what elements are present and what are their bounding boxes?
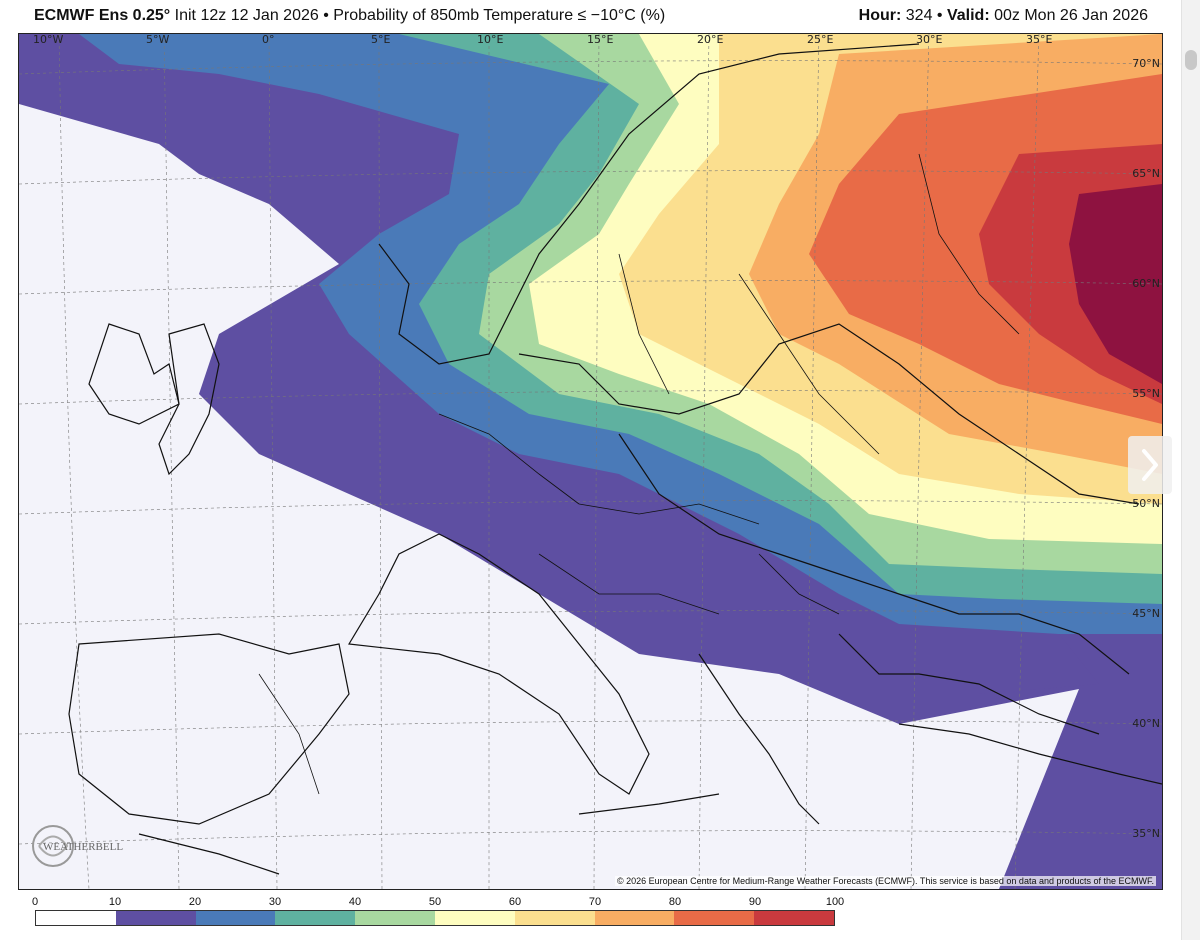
lat-label-45n: 45°N (1132, 607, 1160, 620)
vertical-scrollbar[interactable] (1181, 0, 1200, 940)
colorbar-tick: 40 (348, 896, 362, 908)
scrollbar-thumb[interactable] (1185, 50, 1197, 70)
colorbar-tick: 90 (748, 896, 762, 908)
map-title: ECMWF Ens 0.25° Init 12z 12 Jan 2026 • P… (34, 7, 665, 25)
lon-label-0: 0° (262, 33, 275, 46)
colorbar-segment (674, 911, 755, 925)
map-header: ECMWF Ens 0.25° Init 12z 12 Jan 2026 • P… (0, 0, 1200, 32)
valid-info: Hour: 324 • Valid: 00z Mon 26 Jan 2026 (858, 7, 1148, 24)
colorbar-segment (434, 911, 515, 925)
lon-label-5w: 5°W (146, 33, 170, 46)
probability-map: 10°W 5°W 0° 5°E 10°E 15°E 20°E 25°E 30°E… (18, 33, 1163, 890)
colorbar-tick: 0 (31, 896, 39, 908)
band-95-100 (1069, 184, 1162, 384)
weatherbell-logo: WEATHERBELL (25, 821, 135, 871)
country-borders (258, 153, 1020, 795)
colorbar-tick: 20 (188, 896, 202, 908)
graticule (19, 34, 1162, 889)
map-canvas (19, 34, 1162, 889)
colorbar-scale (35, 910, 835, 926)
colorbar-tick: 80 (668, 896, 682, 908)
lat-label-70n: 70°N (1132, 57, 1160, 70)
colorbar-segment (115, 911, 196, 925)
lon-label-25e: 25°E (807, 33, 834, 46)
colorbar-tick: 10 (108, 896, 122, 908)
valid-label: Valid: (946, 7, 990, 24)
lon-label-30e: 30°E (916, 33, 943, 46)
colorbar-segment (514, 911, 595, 925)
colorbar-segment (754, 911, 834, 925)
valid-value: 00z Mon 26 Jan 2026 (994, 7, 1148, 24)
lon-label-10w: 10°W (33, 33, 64, 46)
lon-label-35e: 35°E (1026, 33, 1053, 46)
lat-label-35n: 35°N (1132, 827, 1160, 840)
model-name: ECMWF Ens 0.25° (34, 7, 171, 24)
band-se-patch (899, 624, 1099, 694)
colorbar-tick: 60 (508, 896, 522, 908)
coastlines (68, 43, 1162, 875)
next-image-button[interactable] (1128, 436, 1172, 494)
lat-label-55n: 55°N (1132, 387, 1160, 400)
lat-label-60n: 60°N (1132, 277, 1160, 290)
lon-label-10e: 10°E (477, 33, 504, 46)
colorbar-tick: 70 (588, 896, 602, 908)
colorbar-segment (36, 911, 116, 925)
hour-label: Hour: (858, 7, 902, 24)
logo-swirl-icon: WEATHERBELL (32, 825, 123, 867)
lat-label-50n: 50°N (1132, 497, 1160, 510)
lon-label-15e: 15°E (587, 33, 614, 46)
colorbar-tick: 50 (428, 896, 442, 908)
colorbar-tick: 30 (268, 896, 282, 908)
colorbar-segment (195, 911, 276, 925)
logo-text: WEATHERBELL (43, 841, 123, 853)
lon-label-5e: 5°E (371, 33, 391, 46)
colorbar-tick: 100 (825, 896, 845, 908)
colorbar: 0 10 20 30 40 50 60 70 80 90 100 (31, 896, 844, 932)
lat-label-40n: 40°N (1132, 717, 1160, 730)
colorbar-segment (594, 911, 675, 925)
hour-value: 324 (905, 7, 933, 24)
colorbar-segment (355, 911, 435, 925)
colorbar-segment (275, 911, 356, 925)
lon-label-20e: 20°E (697, 33, 724, 46)
chevron-right-icon (1142, 449, 1158, 481)
map-subtitle: Init 12z 12 Jan 2026 • Probability of 85… (174, 7, 666, 24)
lat-label-65n: 65°N (1132, 167, 1160, 180)
copyright-notice: © 2026 European Centre for Medium-Range … (614, 876, 1156, 886)
